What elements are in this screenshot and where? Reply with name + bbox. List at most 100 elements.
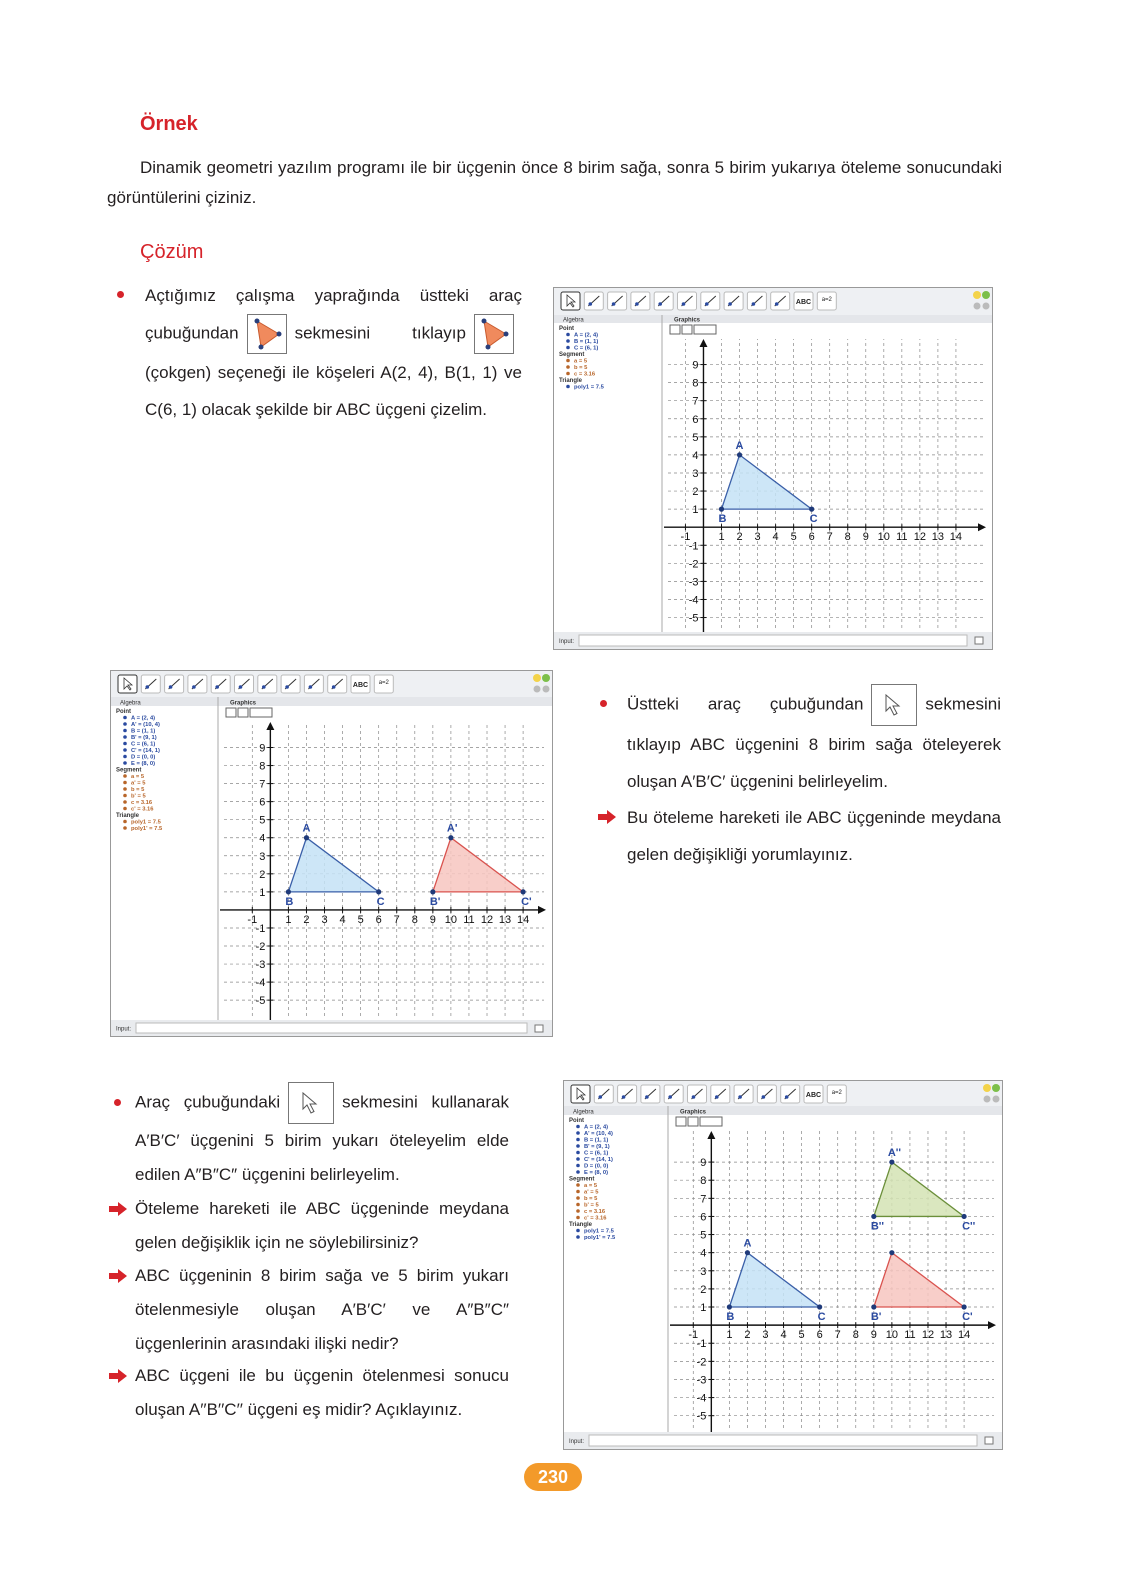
tool-glyph <box>715 1095 719 1099</box>
x-tick-label: 11 <box>463 914 474 926</box>
algebra-bullet <box>576 1209 580 1213</box>
algebra-item: b' = 5 <box>584 1203 600 1209</box>
algebra-item: c = 3.16 <box>574 372 596 378</box>
algebra-bullet <box>566 365 570 369</box>
algebra-item: c = 3.16 <box>131 800 153 806</box>
style-button <box>687 1116 699 1127</box>
triangle <box>872 1161 967 1218</box>
triangle <box>287 836 381 893</box>
point <box>961 1213 967 1220</box>
point-label: A'' <box>888 1147 902 1159</box>
tool-button <box>793 291 814 311</box>
window-button <box>983 1084 991 1092</box>
algebra-bullet <box>576 1235 580 1239</box>
y-tick-label: 4 <box>259 833 265 845</box>
point <box>889 1159 895 1165</box>
point <box>285 889 292 895</box>
tool-glyph <box>598 1095 603 1099</box>
point <box>303 835 310 841</box>
step2-text: Üstteki araç çubuğundan sekmesini tıklayı… <box>627 684 1001 800</box>
algebra-item: C = (6, 1) <box>584 1151 608 1157</box>
y-tick-label: -3 <box>689 576 699 588</box>
triangle <box>728 1251 822 1308</box>
y-tick-label: 7 <box>700 1193 706 1205</box>
algebra-item: B = (1, 1) <box>574 339 598 345</box>
arrow-icon <box>109 1269 127 1283</box>
algebra-item: c = 3.16 <box>584 1209 606 1215</box>
tool-button <box>816 291 837 311</box>
tool-label: a=2 <box>832 1090 843 1096</box>
algebra-item: poly1' = 7.5 <box>584 1235 616 1241</box>
tool-glyph <box>751 302 756 306</box>
algebra-item: D = (0, 0) <box>131 755 155 761</box>
y-tick-label: 7 <box>692 396 698 408</box>
algebra-item: C' = (14, 1) <box>131 748 160 754</box>
triangle <box>431 836 526 893</box>
tool-glyph <box>761 1095 766 1099</box>
point-label: B <box>285 896 293 908</box>
point <box>448 835 454 841</box>
example-text: Dinamik geometri yazılım programı ile bi… <box>107 158 1002 207</box>
algebra-bullet <box>576 1157 580 1161</box>
algebra-item: B' = (9, 1) <box>584 1144 610 1150</box>
arrow-icon <box>109 1369 127 1383</box>
y-tick-label: 9 <box>692 360 698 372</box>
y-tick-label: 1 <box>259 887 265 899</box>
tool-glyph <box>658 302 662 306</box>
x-tick-label: 14 <box>958 1329 970 1341</box>
panel-header <box>554 315 992 323</box>
y-tick-label: -2 <box>256 941 266 953</box>
algebra-bullet <box>566 384 570 389</box>
tool-glyph <box>691 1095 696 1099</box>
text-part: Üstteki araç çubuğundan <box>627 694 864 714</box>
axis-arrow <box>707 1131 716 1139</box>
x-tick-label: 1 <box>718 531 724 543</box>
algebra-item: B = (1, 1) <box>131 729 155 735</box>
algebra-bullet <box>566 345 570 350</box>
panel-title: Algebra <box>573 1110 594 1116</box>
input-field <box>135 1022 528 1034</box>
point-label: B' <box>871 1311 882 1323</box>
algebra-item: a = 5 <box>584 1183 598 1189</box>
y-tick-label: -1 <box>256 923 266 935</box>
tool-glyph <box>784 1095 789 1099</box>
text-part: sekmesini tıklayıp <box>294 323 466 343</box>
x-tick-label: 13 <box>499 914 511 926</box>
tool-glyph <box>681 302 686 306</box>
y-tick-label: -3 <box>256 959 266 971</box>
input-button <box>534 1024 544 1033</box>
tool-glyph <box>308 685 313 689</box>
window-button <box>973 291 981 299</box>
point-label: B <box>719 513 727 525</box>
tool-glyph <box>705 302 709 306</box>
algebra-bullet <box>123 715 127 720</box>
y-tick-label: 8 <box>700 1175 706 1187</box>
question: ABC üçgeninin 8 birim sağa ve 5 birim yu… <box>135 1266 509 1353</box>
polygon-icon <box>246 314 287 354</box>
y-tick-label: -2 <box>697 1356 707 1368</box>
algebra-bullet <box>123 741 127 746</box>
algebra-bullet <box>566 371 570 376</box>
point <box>809 506 815 512</box>
tool-glyph <box>635 302 639 306</box>
x-tick-label: 4 <box>340 914 346 926</box>
window-button <box>542 674 550 682</box>
algebra-group: Triangle <box>559 378 583 384</box>
point-label: A <box>736 440 744 452</box>
y-tick-label: 8 <box>692 378 698 390</box>
y-tick-label: 3 <box>692 468 698 480</box>
axis-arrow <box>699 339 708 347</box>
y-tick-label: -4 <box>256 977 266 989</box>
input-button <box>984 1436 994 1445</box>
algebra-item: A = (2, 4) <box>584 1125 608 1131</box>
tool-button <box>803 1084 824 1104</box>
point-label: C'' <box>962 1220 976 1232</box>
window-button <box>542 685 550 693</box>
x-tick-label: 12 <box>481 914 493 926</box>
pointer-icon <box>288 1082 335 1124</box>
algebra-item: poly1 = 7.5 <box>574 385 605 391</box>
y-tick-label: 6 <box>700 1211 706 1223</box>
algebra-item: a' = 5 <box>131 781 146 787</box>
panel-title: Algebra <box>120 701 141 707</box>
style-button <box>693 324 717 335</box>
